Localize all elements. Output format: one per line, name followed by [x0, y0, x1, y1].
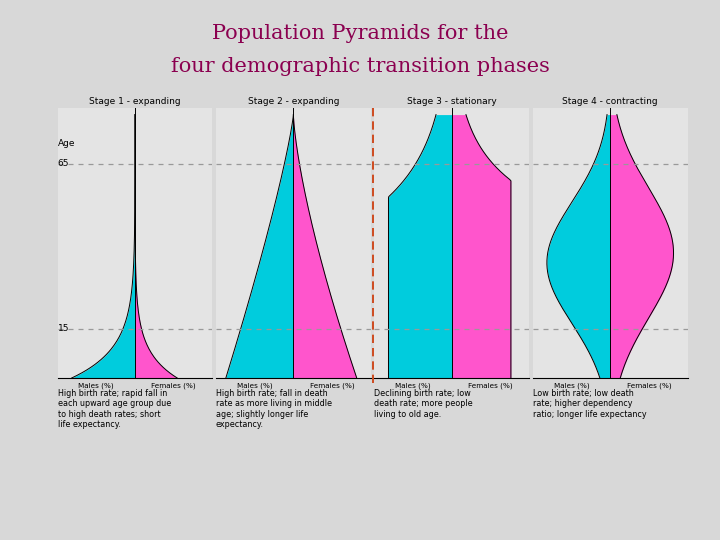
- Text: 15: 15: [58, 324, 69, 333]
- Text: High birth rate; fall in death
rate as more living in middle
age; slightly longe: High birth rate; fall in death rate as m…: [216, 389, 332, 429]
- Text: Age: Age: [58, 139, 75, 147]
- Title: Stage 3 - stationary: Stage 3 - stationary: [407, 97, 497, 106]
- Title: Stage 1 - expanding: Stage 1 - expanding: [89, 97, 181, 106]
- Title: Stage 4 - contracting: Stage 4 - contracting: [562, 97, 658, 106]
- Text: High birth rate; rapid fall in
each upward age group due
to high death rates; sh: High birth rate; rapid fall in each upwa…: [58, 389, 171, 429]
- Text: 65: 65: [58, 159, 69, 168]
- Text: four demographic transition phases: four demographic transition phases: [171, 57, 549, 76]
- Title: Stage 2 - expanding: Stage 2 - expanding: [248, 97, 339, 106]
- Text: Low birth rate; low death
rate; higher dependency
ratio; longer life expectancy: Low birth rate; low death rate; higher d…: [533, 389, 647, 419]
- Text: Population Pyramids for the: Population Pyramids for the: [212, 24, 508, 43]
- Text: Declining birth rate; low
death rate; more people
living to old age.: Declining birth rate; low death rate; mo…: [374, 389, 473, 419]
